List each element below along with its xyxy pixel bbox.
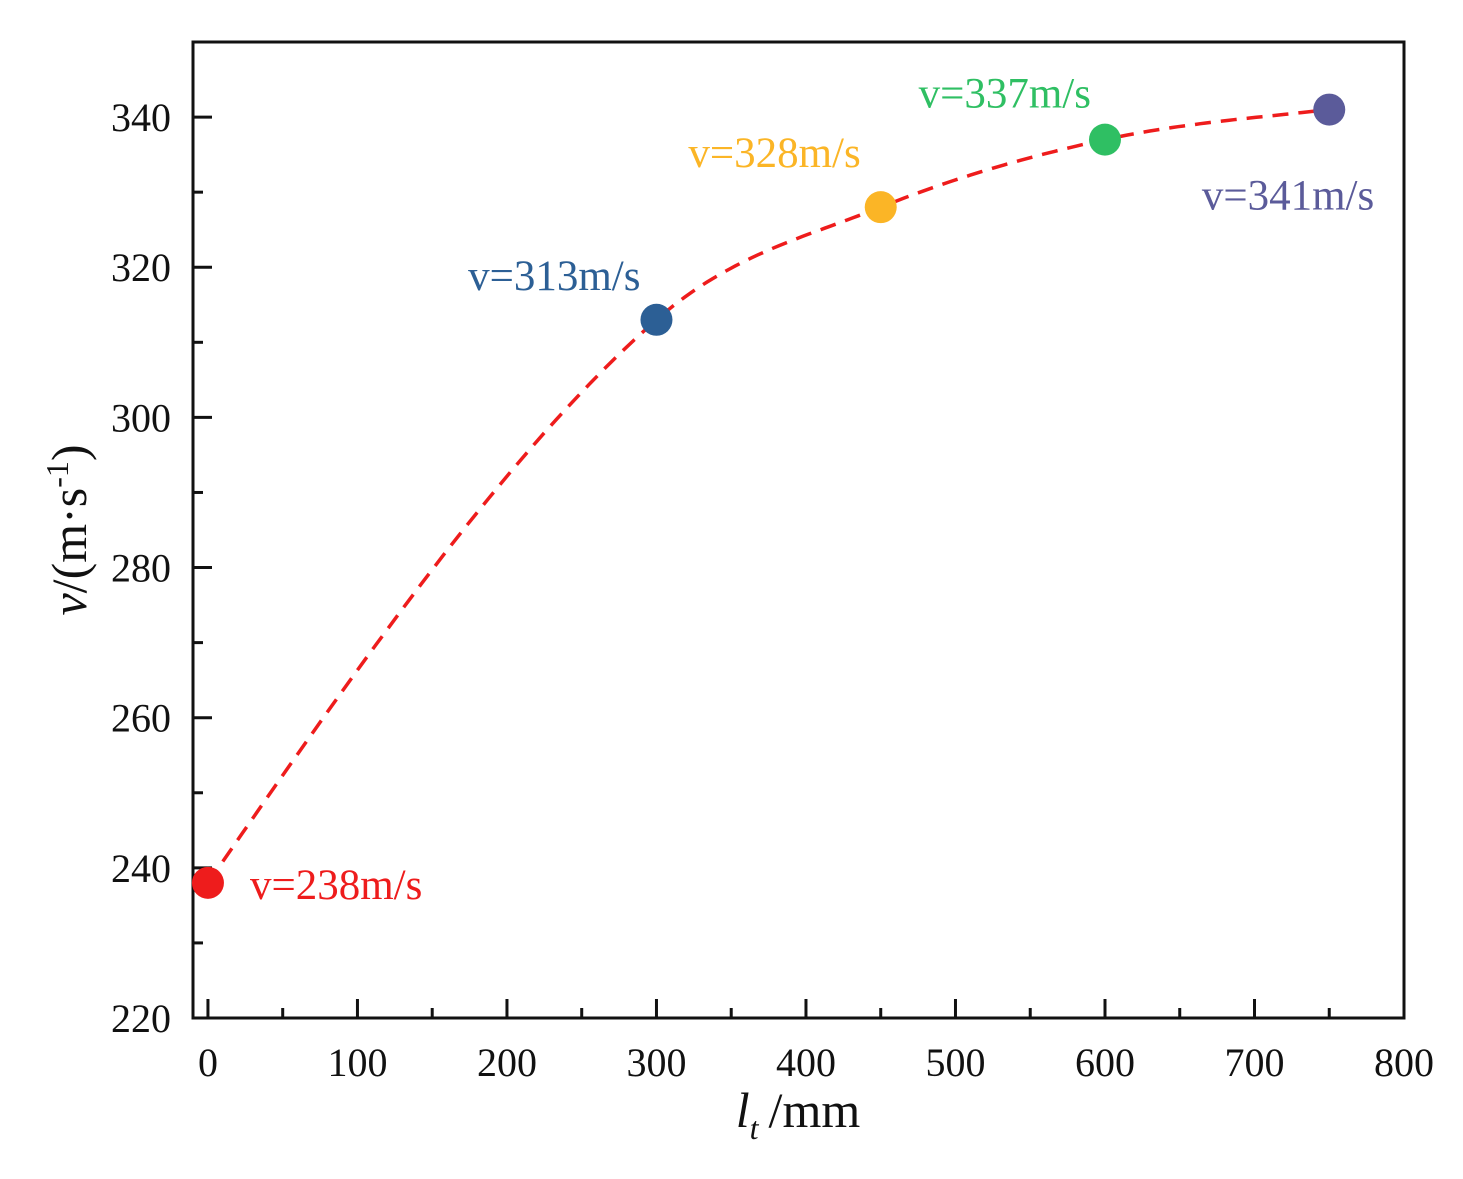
x-tick-label: 500	[925, 1040, 985, 1085]
y-tick-label: 340	[111, 95, 171, 140]
x-axis-sub: t	[750, 1110, 760, 1146]
y-tick-label: 240	[111, 846, 171, 891]
y-axis-title: v/(m·s-1)	[39, 444, 97, 615]
data-point	[1088, 123, 1121, 156]
x-axis-var: l	[736, 1082, 750, 1138]
x-tick-label: 300	[626, 1040, 686, 1085]
data-point	[864, 191, 897, 224]
x-tick-label: 400	[776, 1040, 836, 1085]
y-tick-label: 300	[111, 395, 171, 440]
data-point	[1313, 93, 1346, 126]
tick-labels: 0 100 200 300 400 500 600 700 800 220 240 260 280 300…	[111, 95, 1434, 1085]
data-point	[191, 866, 224, 899]
x-axis-title: lt/mm	[736, 1082, 861, 1146]
x-tick-label: 0	[198, 1040, 218, 1085]
axis-ticks	[193, 115, 1406, 1020]
y-tick-label: 260	[111, 696, 171, 741]
data-points	[191, 93, 1346, 899]
x-tick-label: 600	[1075, 1040, 1135, 1085]
data-label: v=238m/s	[250, 862, 422, 909]
data-label: v=337m/s	[919, 71, 1091, 118]
y-tick-label: 320	[111, 245, 171, 290]
fit-curve	[206, 107, 1330, 884]
x-axis-unit: /mm	[769, 1082, 861, 1138]
data-label: v=341m/s	[1202, 173, 1374, 220]
y-axis-unit: /(m·s	[41, 488, 97, 594]
point-annotations: v=238m/s v=313m/s v=328m/s v=337m/s v=341m/s	[250, 71, 1374, 909]
plot-frame	[191, 40, 1406, 1020]
x-tick-label: 700	[1224, 1040, 1284, 1085]
data-point	[640, 303, 673, 336]
x-tick-label: 800	[1374, 1040, 1434, 1085]
y-tick-label: 280	[111, 546, 171, 591]
data-label: v=313m/s	[468, 253, 640, 300]
y-axis-close: )	[41, 444, 97, 461]
x-tick-label: 200	[477, 1040, 537, 1085]
x-tick-label: 100	[327, 1040, 387, 1085]
data-label: v=328m/s	[688, 130, 860, 177]
y-axis-sup: -1	[39, 461, 75, 488]
y-axis-var: v	[41, 593, 97, 616]
y-tick-label: 220	[111, 996, 171, 1041]
